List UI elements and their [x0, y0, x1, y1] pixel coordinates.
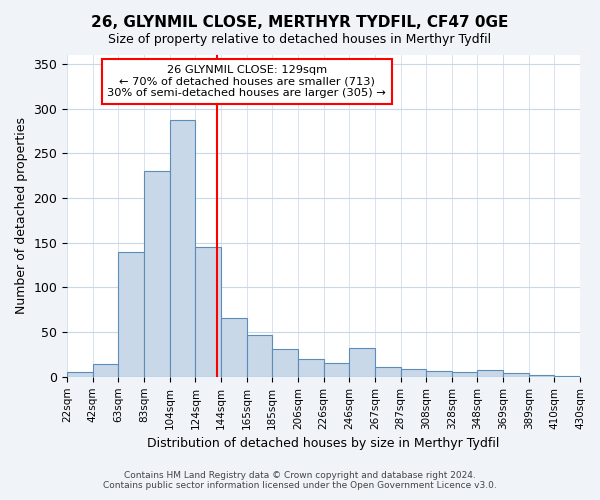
Bar	[426, 370, 452, 377]
Text: Contains HM Land Registry data © Crown copyright and database right 2024.
Contai: Contains HM Land Registry data © Crown c…	[103, 470, 497, 490]
Text: 26, GLYNMIL CLOSE, MERTHYR TYDFIL, CF47 0GE: 26, GLYNMIL CLOSE, MERTHYR TYDFIL, CF47 …	[91, 15, 509, 30]
Bar	[323, 364, 349, 377]
Bar	[67, 372, 93, 377]
Bar	[272, 349, 298, 377]
Text: 26 GLYNMIL CLOSE: 129sqm
← 70% of detached houses are smaller (713)
30% of semi-: 26 GLYNMIL CLOSE: 129sqm ← 70% of detach…	[107, 64, 386, 98]
Bar	[503, 373, 529, 377]
Bar	[298, 359, 323, 377]
Bar	[221, 318, 247, 377]
Bar	[93, 364, 118, 377]
Bar	[196, 247, 221, 377]
Bar	[554, 376, 580, 377]
Bar	[118, 252, 144, 377]
Bar	[452, 372, 478, 377]
X-axis label: Distribution of detached houses by size in Merthyr Tydfil: Distribution of detached houses by size …	[148, 437, 500, 450]
Text: Size of property relative to detached houses in Merthyr Tydfil: Size of property relative to detached ho…	[109, 32, 491, 46]
Bar	[349, 348, 375, 377]
Bar	[144, 171, 170, 377]
Bar	[375, 367, 401, 377]
Bar	[247, 335, 272, 377]
Bar	[401, 369, 426, 377]
Y-axis label: Number of detached properties: Number of detached properties	[15, 118, 28, 314]
Bar	[529, 375, 554, 377]
Bar	[478, 370, 503, 377]
Bar	[170, 120, 196, 377]
